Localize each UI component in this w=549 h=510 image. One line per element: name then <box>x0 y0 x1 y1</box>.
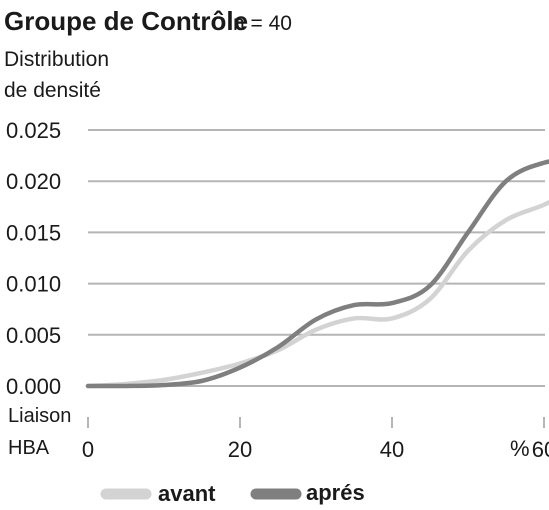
y-tick-label-3: 0.015 <box>6 220 61 245</box>
grid <box>88 129 545 387</box>
chart-title: Groupe de Contrôle <box>4 6 248 36</box>
y-tick-label-2: 0.010 <box>6 272 61 297</box>
x-tick-label-2: 40 <box>380 437 404 462</box>
y-tick-label-0: 0.000 <box>6 374 61 399</box>
y-tick-label-5: 0.025 <box>6 118 61 143</box>
x-axis: 020406080100 <box>82 417 549 462</box>
chart-subtitle: n = 40 <box>233 12 292 35</box>
series-line-avant <box>85 199 549 389</box>
x-tick-label-1: 20 <box>228 437 252 462</box>
legend-label-apres: aprés <box>306 480 365 505</box>
legend: avant aprés <box>100 480 365 506</box>
y-tick-label-4: 0.020 <box>6 169 61 194</box>
series-lines <box>85 159 549 389</box>
x-tick-label-0: 0 <box>82 437 94 462</box>
x-axis-label-line-2: HBA <box>8 437 50 459</box>
legend-label-avant: avant <box>158 481 216 505</box>
x-axis-label-line-1: Liaison <box>8 405 71 427</box>
x-tick-label-3: 60 <box>532 437 549 462</box>
y-tick-label-1: 0.005 <box>6 323 61 348</box>
y-axis-label-line-1: Distribution <box>4 48 109 71</box>
y-axis-label-line-2: de densité <box>4 79 101 102</box>
y-axis: 0.000 0.005 0.010 0.015 0.020 0.025 <box>6 118 61 399</box>
x-axis-unit: % <box>510 436 530 461</box>
series-line-apres <box>85 159 549 389</box>
